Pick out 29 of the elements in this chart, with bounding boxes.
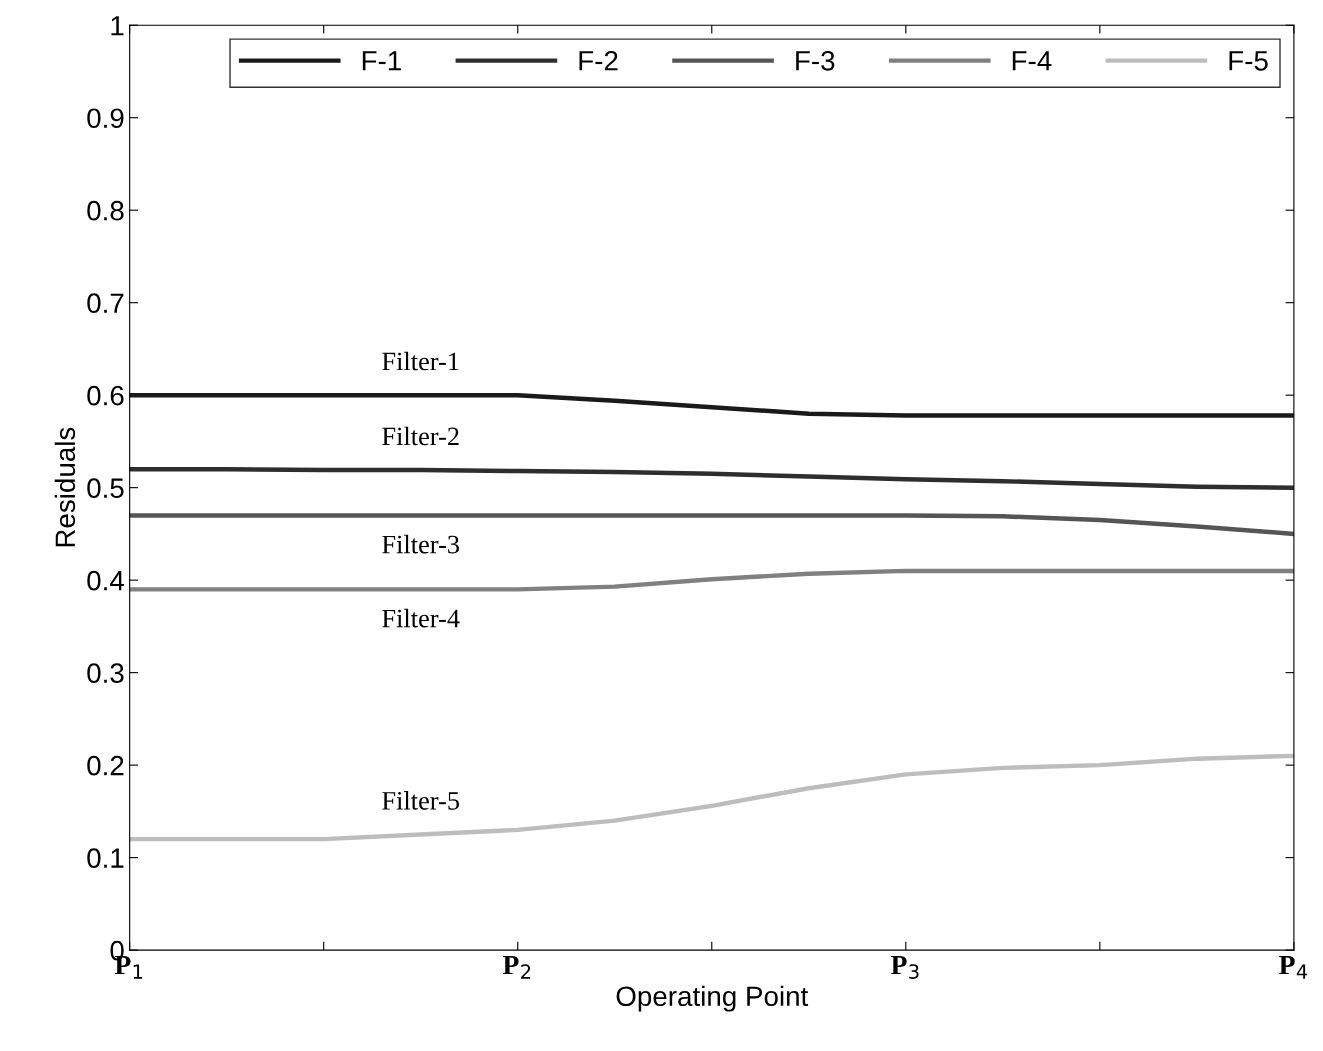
- line-series: [129, 392, 1294, 418]
- legend-label: F-1: [362, 51, 401, 71]
- line-series: [129, 753, 1294, 842]
- legend-label: F-5: [1229, 51, 1268, 71]
- y-tick-label: 0.8: [87, 200, 124, 221]
- y-tick-label: 0.3: [87, 663, 124, 683]
- legend-label: F-2: [579, 50, 618, 71]
- legend-label: F-4: [1012, 51, 1052, 71]
- y-tick-label: 0.7: [87, 293, 124, 314]
- y-tick-label: 0.5: [87, 478, 124, 498]
- x-tick-label: P$_{3}$: [891, 955, 919, 979]
- y-tick-label: 0.9: [87, 108, 124, 129]
- x-tick-label: P$_{2}$: [502, 955, 531, 979]
- y-tick-label: 0.1: [87, 848, 124, 868]
- annotation: Filter-3: [382, 534, 459, 554]
- annotation: Filter-1: [382, 351, 459, 371]
- line-series: [129, 466, 1294, 490]
- y-tick-label: 0.2: [87, 755, 124, 776]
- annotation: Filter-2: [382, 426, 459, 446]
- annotation: Filter-4: [382, 608, 460, 628]
- x-axis-title: Operating Point: [616, 985, 809, 1012]
- y-tick-label: 1: [111, 16, 124, 36]
- y-axis-title: Residuals: [54, 427, 76, 547]
- x-tick-label: P$_{4}$: [1279, 955, 1308, 979]
- legend-label: F-3: [796, 50, 835, 71]
- annotation: Filter-5: [382, 791, 459, 810]
- y-tick-label: 0.6: [87, 385, 124, 406]
- y-tick-label: 0.4: [87, 570, 124, 591]
- line-series: [129, 568, 1294, 592]
